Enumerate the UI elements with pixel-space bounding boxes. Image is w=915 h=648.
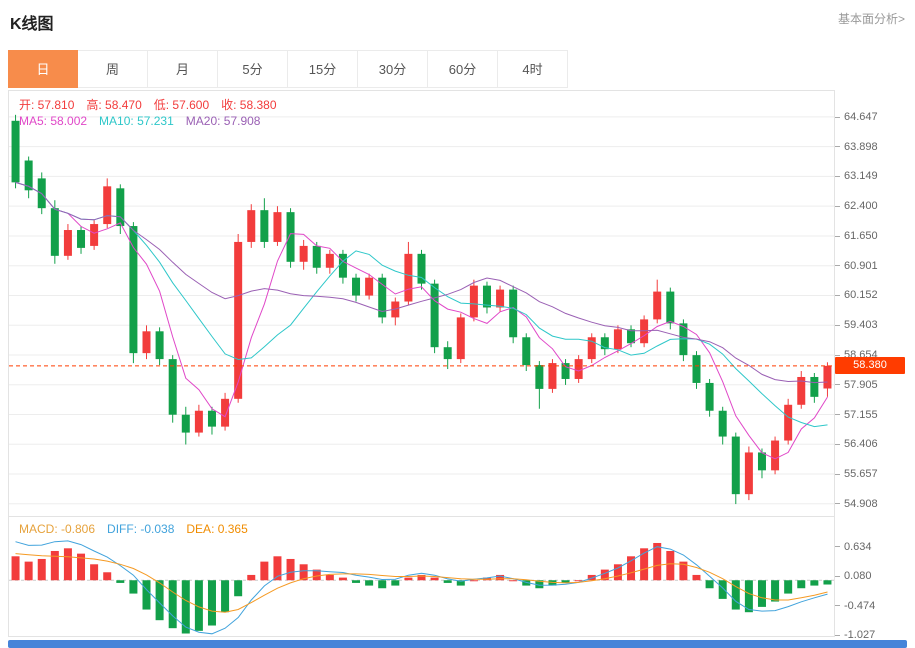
chart-area: 开: 57.810 高: 58.470 低: 57.600 收: 58.380 MA5…	[8, 90, 907, 641]
axis-tick-label: 57.155	[835, 409, 878, 422]
chart-panels: 开: 57.810 高: 58.470 低: 57.600 收: 58.380 MA5…	[8, 90, 835, 637]
chart-scrollbar[interactable]	[8, 640, 907, 648]
axis-tick-label: 64.647	[835, 111, 878, 124]
last-price-badge: 58.380	[835, 356, 905, 374]
axis-tick-label: 57.905	[835, 379, 878, 392]
axis-tick-label: 54.908	[835, 498, 878, 511]
dea-line	[15, 553, 828, 613]
period-tabs: 日周月 5分 15分 30分 60分 4时	[8, 50, 907, 88]
axis-tick-label: 61.650	[835, 230, 878, 243]
candles-group	[11, 114, 832, 505]
ma20-line	[15, 181, 828, 384]
fundamental-analysis-link[interactable]: 基本面分析>	[837, 12, 905, 26]
price-axis: 64.647 63.898 63.149 62.400 61.650 60.901 60.1…	[835, 90, 907, 641]
axis-tick-label: -0.474	[835, 600, 875, 613]
macd-panel: MACD: -0.806 DIFF: -0.038 DEA: 0.365	[8, 517, 835, 637]
main-candlestick-panel: 开: 57.810 高: 58.470 低: 57.600 收: 58.380 MA5…	[8, 90, 835, 517]
axis-tick-label: 63.898	[835, 141, 878, 154]
axis-tick-label: 60.901	[835, 260, 878, 273]
macd-chart[interactable]	[9, 517, 834, 635]
period-tab-5[interactable]: 15分	[288, 50, 358, 88]
ma5-line	[15, 181, 828, 460]
axis-tick-label: 60.152	[835, 289, 878, 302]
axis-tick-label: 0.634	[835, 541, 872, 554]
axis-tick-label: -1.027	[835, 629, 875, 642]
axis-tick-label: 55.657	[835, 468, 878, 481]
period-tab-7[interactable]: 60分	[428, 50, 498, 88]
candlestick-chart[interactable]	[9, 91, 834, 516]
period-tab-6[interactable]: 30分	[358, 50, 428, 88]
period-tab-1[interactable]: 日	[8, 50, 78, 88]
macd-histogram	[11, 542, 832, 634]
diff-line	[15, 540, 828, 635]
page-title: K线图	[10, 16, 54, 33]
axis-tick-label: 59.403	[835, 319, 878, 332]
axis-tick-label: 62.400	[835, 200, 878, 213]
period-tab-2[interactable]: 周	[78, 50, 148, 88]
period-tab-8[interactable]: 4时	[498, 50, 568, 88]
axis-tick-label: 63.149	[835, 170, 878, 183]
period-tab-3[interactable]: 月	[148, 50, 218, 88]
page-header: K线图 基本面分析>	[0, 0, 915, 34]
axis-tick-label: 0.080	[835, 570, 872, 583]
period-tab-4[interactable]: 5分	[218, 50, 288, 88]
axis-tick-label: 56.406	[835, 438, 878, 451]
